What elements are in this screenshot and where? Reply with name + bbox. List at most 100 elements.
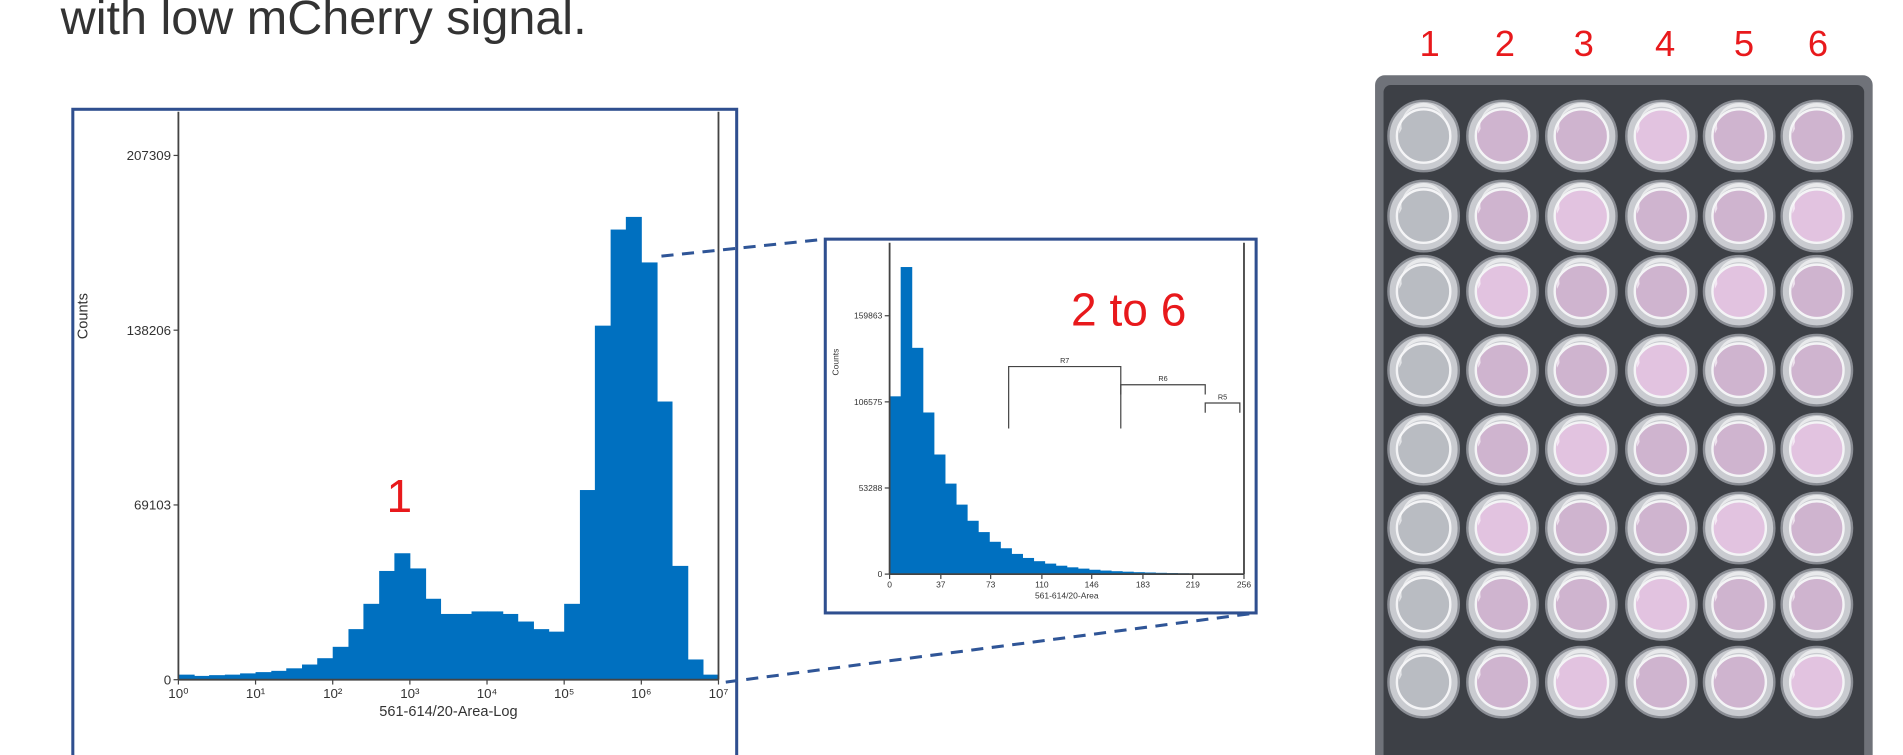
bar: [1011, 553, 1023, 575]
x-tick-label: 146: [1085, 579, 1099, 589]
y-tick-label: 207309: [127, 148, 172, 163]
well: [1788, 342, 1845, 399]
well: [1788, 654, 1845, 711]
well: [1788, 108, 1845, 164]
well: [1474, 654, 1531, 711]
bar: [502, 613, 519, 680]
well: [1711, 263, 1768, 320]
y-axis-title: Counts: [75, 293, 91, 339]
well: [1553, 188, 1610, 244]
x-tick-label: 0: [887, 579, 892, 589]
bar: [989, 541, 1001, 575]
plate-column-label: 1: [1420, 23, 1440, 64]
well: [1553, 500, 1610, 556]
bar: [517, 621, 534, 680]
bar: [286, 668, 303, 680]
bar: [1133, 572, 1145, 575]
y-tick-label: 0: [878, 569, 883, 579]
bar: [317, 658, 334, 680]
bar: [1055, 565, 1068, 575]
bar: [1100, 570, 1112, 575]
well: [1711, 188, 1768, 244]
well: [1395, 108, 1452, 164]
bar: [564, 603, 581, 680]
bar: [672, 565, 689, 680]
well: [1395, 263, 1452, 320]
well: [1553, 263, 1610, 320]
x-axis-title: 561-614/20-Area: [1035, 590, 1099, 600]
y-axis-title: Counts: [831, 349, 841, 376]
bar: [641, 262, 658, 680]
well: [1474, 421, 1531, 478]
bar: [425, 598, 442, 680]
bar: [194, 675, 210, 680]
bar: [956, 504, 968, 575]
bar: [978, 532, 990, 575]
well: [1633, 108, 1690, 164]
y-tick-label: 106575: [854, 397, 883, 407]
gate-label: R6: [1158, 374, 1167, 383]
y-tick-label: 138206: [127, 323, 172, 338]
bar: [394, 553, 411, 680]
bar: [657, 401, 673, 680]
x-tick-label: 219: [1186, 579, 1200, 589]
well: [1395, 576, 1452, 633]
y-tick-label: 159863: [854, 311, 883, 321]
well: [1633, 654, 1690, 711]
inset-frame: [823, 237, 1258, 615]
plate-column-label: 5: [1734, 23, 1754, 64]
y-tick-label: 69103: [134, 498, 171, 513]
bar: [533, 629, 550, 680]
well: [1553, 654, 1610, 711]
plate-photo: [1375, 75, 1873, 755]
header-text: with low mCherry signal.: [60, 0, 587, 45]
x-tick-label: 37: [936, 579, 946, 589]
bar: [610, 229, 627, 680]
bar: [363, 603, 380, 680]
x-tick-label: 183: [1136, 579, 1150, 589]
well: [1474, 263, 1531, 320]
x-tick-label: 10⁶: [631, 686, 651, 701]
well: [1633, 342, 1690, 399]
well: [1395, 654, 1452, 711]
bar: [702, 674, 719, 680]
bar: [332, 646, 349, 680]
well: [1633, 263, 1690, 320]
bar: [379, 570, 395, 680]
bar: [889, 396, 902, 575]
bar: [224, 674, 241, 680]
bar: [240, 673, 257, 680]
well: [1553, 421, 1610, 478]
well: [1553, 576, 1610, 633]
bar: [687, 659, 704, 680]
bar: [1077, 568, 1090, 575]
well: [1711, 654, 1768, 711]
bar: [487, 611, 504, 680]
bar: [1088, 569, 1101, 575]
well: [1553, 342, 1610, 399]
well: [1788, 188, 1845, 244]
well: [1474, 500, 1531, 556]
well: [1395, 500, 1452, 556]
bar: [209, 675, 226, 680]
well: [1395, 342, 1452, 399]
bar: [944, 483, 957, 575]
gate-label: R7: [1060, 356, 1069, 365]
x-tick-label: 10²: [323, 686, 343, 701]
well: [1633, 188, 1690, 244]
bar: [409, 568, 427, 680]
bar: [922, 412, 935, 575]
bar: [1044, 563, 1057, 575]
well: [1711, 342, 1768, 399]
bar: [1122, 571, 1134, 575]
well: [1788, 500, 1845, 556]
gate: [1008, 365, 1122, 429]
well: [1553, 108, 1610, 164]
bar: [933, 454, 946, 575]
well: [1711, 500, 1768, 556]
x-tick-label: 73: [986, 579, 996, 589]
bar: [456, 613, 473, 680]
bar: [1022, 557, 1035, 575]
